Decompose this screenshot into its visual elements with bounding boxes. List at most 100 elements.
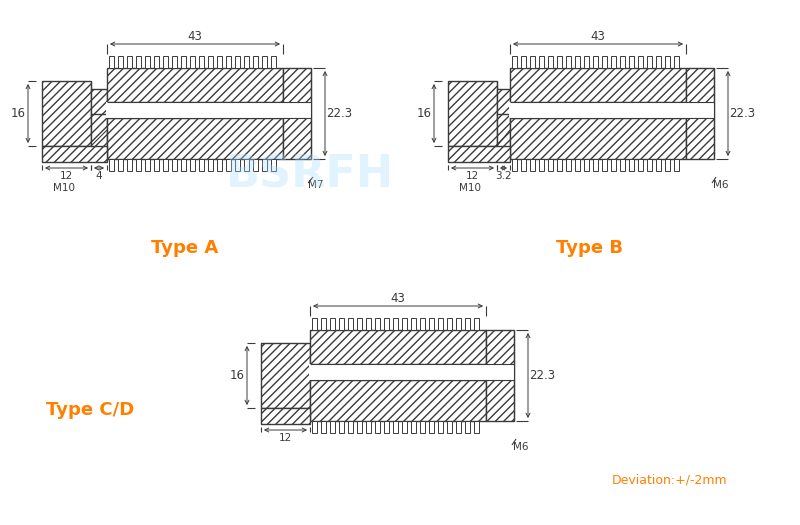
Bar bbox=[163, 56, 168, 68]
Text: 12: 12 bbox=[279, 433, 292, 443]
Bar bbox=[602, 56, 607, 68]
Bar bbox=[357, 318, 362, 330]
Bar bbox=[539, 159, 544, 171]
Bar bbox=[136, 56, 141, 68]
Bar bbox=[226, 159, 231, 171]
Text: M7: M7 bbox=[308, 180, 323, 190]
Bar bbox=[393, 421, 398, 433]
Bar bbox=[620, 56, 625, 68]
Bar bbox=[521, 56, 526, 68]
Bar bbox=[226, 56, 231, 68]
Bar bbox=[172, 159, 177, 171]
Bar bbox=[253, 56, 258, 68]
Bar bbox=[575, 56, 580, 68]
Bar bbox=[109, 159, 114, 171]
Bar bbox=[199, 56, 204, 68]
Bar bbox=[411, 318, 416, 330]
Bar bbox=[217, 159, 222, 171]
Bar bbox=[447, 421, 452, 433]
Bar bbox=[474, 318, 479, 330]
Bar bbox=[465, 318, 470, 330]
Bar bbox=[261, 343, 310, 408]
Bar bbox=[118, 56, 123, 68]
Bar bbox=[366, 318, 371, 330]
Bar bbox=[584, 56, 589, 68]
Bar bbox=[339, 318, 344, 330]
Bar bbox=[429, 318, 434, 330]
Bar bbox=[145, 159, 150, 171]
Bar bbox=[474, 421, 479, 433]
Bar bbox=[611, 159, 616, 171]
Bar bbox=[448, 146, 510, 162]
Bar bbox=[629, 159, 634, 171]
Bar bbox=[656, 159, 661, 171]
Bar bbox=[107, 118, 283, 159]
Bar bbox=[629, 56, 634, 68]
Bar bbox=[393, 318, 398, 330]
Text: 16: 16 bbox=[10, 107, 26, 120]
Bar bbox=[674, 159, 679, 171]
Bar bbox=[611, 56, 616, 68]
Bar bbox=[235, 159, 240, 171]
Bar bbox=[262, 56, 267, 68]
Text: 16: 16 bbox=[230, 369, 245, 382]
Bar bbox=[465, 421, 470, 433]
Bar bbox=[510, 68, 686, 102]
Bar bbox=[154, 159, 159, 171]
Bar bbox=[321, 318, 326, 330]
Bar bbox=[312, 318, 317, 330]
Bar bbox=[109, 56, 114, 68]
Bar bbox=[509, 102, 715, 118]
Bar bbox=[665, 56, 670, 68]
Bar bbox=[456, 421, 461, 433]
Bar bbox=[530, 159, 535, 171]
Bar bbox=[91, 89, 107, 115]
Bar bbox=[339, 421, 344, 433]
Bar bbox=[447, 318, 452, 330]
Bar bbox=[163, 159, 168, 171]
Bar bbox=[199, 159, 204, 171]
Bar bbox=[208, 159, 213, 171]
Bar bbox=[208, 56, 213, 68]
Text: M6: M6 bbox=[513, 442, 529, 452]
Text: Type C/D: Type C/D bbox=[46, 401, 134, 419]
Bar bbox=[686, 68, 714, 159]
Bar bbox=[557, 159, 562, 171]
Bar bbox=[310, 330, 486, 364]
Bar bbox=[261, 408, 310, 424]
Bar bbox=[107, 68, 283, 102]
Bar bbox=[127, 56, 132, 68]
Bar bbox=[384, 318, 389, 330]
Bar bbox=[235, 56, 240, 68]
Bar bbox=[512, 56, 517, 68]
Bar bbox=[330, 318, 335, 330]
Bar bbox=[118, 159, 123, 171]
Bar bbox=[366, 421, 371, 433]
Text: 3.2: 3.2 bbox=[495, 171, 512, 181]
Bar bbox=[497, 89, 510, 115]
Text: 4: 4 bbox=[96, 171, 102, 181]
Text: 43: 43 bbox=[390, 292, 406, 306]
Bar bbox=[42, 146, 107, 162]
Text: M10: M10 bbox=[459, 183, 482, 193]
Bar bbox=[190, 159, 195, 171]
Text: 16: 16 bbox=[417, 107, 431, 120]
Bar bbox=[647, 159, 652, 171]
Bar bbox=[127, 159, 132, 171]
Bar bbox=[181, 56, 186, 68]
Bar bbox=[309, 364, 515, 380]
Text: BSRFH: BSRFH bbox=[226, 153, 394, 196]
Bar bbox=[566, 56, 571, 68]
Bar bbox=[530, 56, 535, 68]
Text: M6: M6 bbox=[713, 180, 729, 190]
Bar bbox=[557, 56, 562, 68]
Bar bbox=[420, 318, 425, 330]
Bar bbox=[665, 159, 670, 171]
Bar bbox=[575, 159, 580, 171]
Bar bbox=[638, 159, 643, 171]
Bar bbox=[420, 421, 425, 433]
Bar bbox=[566, 159, 571, 171]
Bar bbox=[154, 56, 159, 68]
Bar bbox=[521, 159, 526, 171]
Bar bbox=[91, 114, 107, 148]
